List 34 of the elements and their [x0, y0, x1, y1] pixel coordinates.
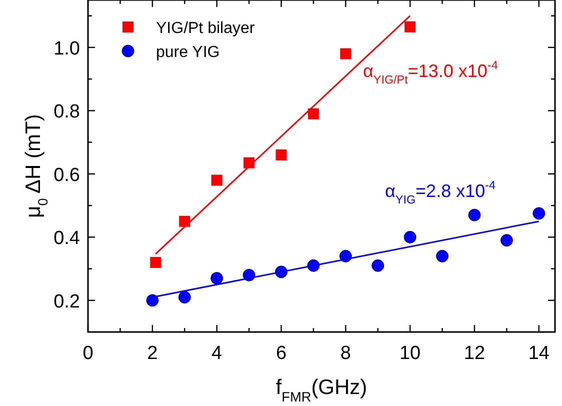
- legend-label: YIG/Pt bilayer: [156, 20, 256, 37]
- y-tick-label: 0.8: [54, 102, 80, 123]
- x-tick-label: 10: [400, 343, 421, 364]
- y-tick-label: 1.0: [54, 38, 80, 60]
- point: [500, 234, 513, 247]
- y-tick-label: 0.4: [54, 228, 80, 250]
- x-tick-label: 12: [464, 343, 486, 364]
- point: [436, 250, 449, 262]
- y-tick-label: 0.6: [54, 164, 80, 186]
- point: [340, 48, 352, 60]
- y-tick-label: 0.2: [54, 291, 80, 312]
- point: [372, 259, 384, 272]
- point: [178, 290, 191, 304]
- point: [468, 208, 481, 222]
- x-tick-label: 2: [147, 343, 158, 364]
- point: [404, 21, 416, 32]
- point: [276, 149, 287, 160]
- legend-label: pure YIG: [156, 44, 220, 61]
- point: [404, 230, 416, 244]
- point: [150, 256, 162, 268]
- annotation: α$_{YIG}$=2.8 x10$^{-4}$: [385, 178, 496, 206]
- x-tick-label: 14: [528, 343, 550, 364]
- point: [532, 207, 546, 220]
- point: [179, 216, 190, 227]
- point: [146, 294, 159, 307]
- x-tick-label: 4: [212, 343, 223, 364]
- x-axis-title: f$_{FMR}$(GHz): [276, 376, 368, 404]
- annotation: α$_{YIG/Pt}$=13.0 x10$^{-4}$: [363, 58, 498, 86]
- point: [210, 272, 224, 284]
- x-tick-label: 0: [82, 343, 94, 364]
- x-tick-label: 6: [276, 343, 287, 364]
- point: [211, 174, 222, 186]
- point: [308, 108, 319, 120]
- x-tick-label: 8: [340, 343, 351, 364]
